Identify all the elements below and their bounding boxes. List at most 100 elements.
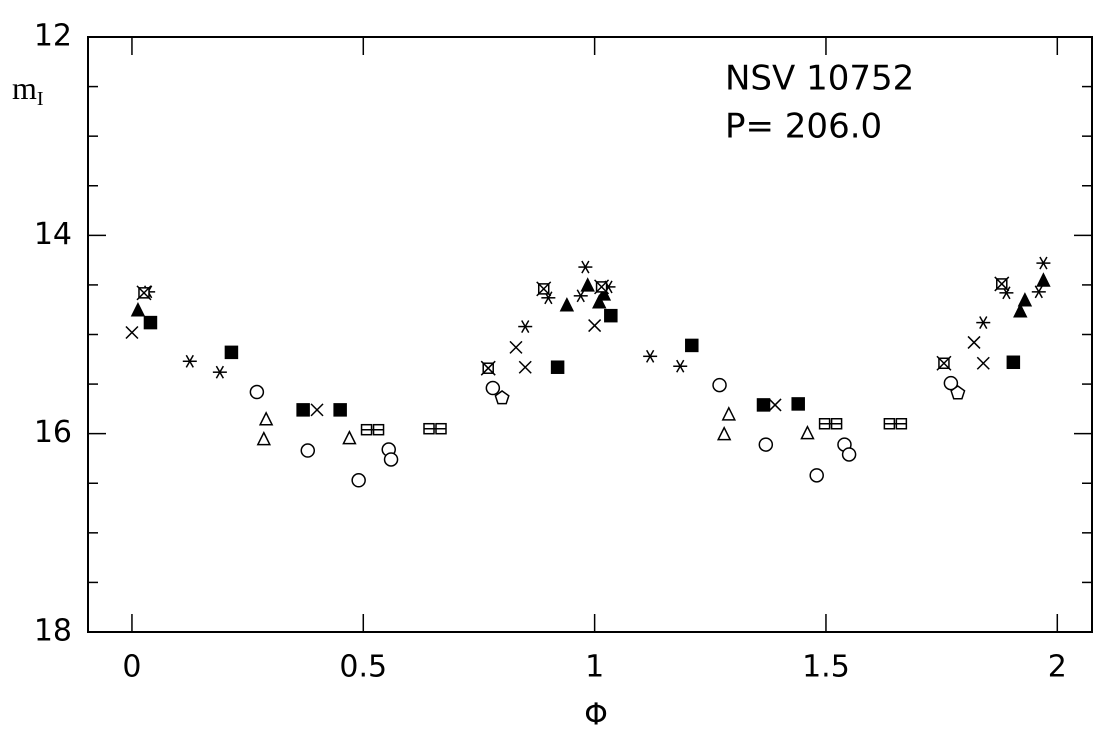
point — [936, 355, 952, 371]
marker-part — [943, 375, 959, 391]
y-tick-label: 12 — [34, 19, 72, 54]
point — [756, 398, 771, 412]
point — [1031, 285, 1046, 299]
point — [818, 418, 843, 430]
marker-part — [480, 360, 496, 376]
marker-part — [758, 437, 774, 452]
point — [943, 375, 959, 391]
marker-part — [258, 411, 274, 426]
point — [685, 338, 699, 353]
point — [994, 276, 1010, 292]
point — [1017, 292, 1033, 307]
marker-part — [544, 291, 553, 305]
point — [594, 279, 610, 295]
point — [588, 319, 602, 333]
marker-part — [712, 377, 727, 393]
marker-part — [550, 360, 565, 374]
y-axis-label: mI — [12, 70, 44, 109]
marker-part — [143, 315, 158, 330]
point — [1013, 303, 1028, 318]
point — [841, 447, 857, 462]
point — [604, 308, 618, 323]
marker-part — [1013, 303, 1028, 318]
marker-part — [936, 355, 952, 371]
x-tick-label: 1.5 — [802, 650, 850, 685]
point — [550, 360, 565, 374]
point — [976, 356, 990, 370]
marker-part — [1039, 256, 1048, 270]
marker-part — [351, 473, 366, 488]
point — [1036, 272, 1051, 287]
marker-part — [604, 308, 618, 323]
point — [1036, 256, 1051, 270]
point — [592, 294, 607, 309]
point — [480, 360, 496, 376]
x-tick-label: 1 — [585, 650, 604, 685]
marker-part — [215, 365, 225, 379]
point — [950, 385, 966, 400]
point — [518, 360, 532, 374]
point — [967, 335, 981, 349]
marker-part — [588, 319, 602, 333]
marker-part — [967, 335, 981, 349]
y-tick-label: 18 — [34, 614, 72, 649]
marker-part — [1034, 285, 1043, 299]
point — [536, 281, 552, 297]
point — [300, 443, 316, 458]
marker-part — [125, 325, 139, 340]
marker-part — [685, 338, 699, 353]
marker-part — [594, 279, 610, 295]
point — [360, 423, 385, 436]
marker-part — [841, 447, 857, 462]
point — [716, 425, 732, 441]
marker-part — [768, 398, 782, 412]
marker-part — [592, 294, 607, 309]
marker-part — [756, 398, 771, 412]
point — [256, 430, 272, 446]
point — [296, 403, 310, 417]
marker-part — [676, 359, 685, 373]
marker-part — [256, 430, 272, 446]
marker-part — [1017, 292, 1033, 307]
point — [580, 277, 595, 292]
marker-part — [521, 320, 530, 334]
marker-part — [576, 289, 585, 303]
marker-part — [1006, 355, 1021, 370]
marker-part — [485, 380, 501, 396]
point — [976, 316, 991, 330]
marker-part — [976, 356, 990, 370]
point — [578, 260, 593, 274]
point — [342, 429, 357, 445]
y-tick-label: 16 — [34, 415, 72, 450]
marker-part — [791, 397, 805, 411]
plot-frame — [87, 36, 1093, 633]
point — [383, 452, 399, 467]
marker-part — [809, 468, 824, 483]
point — [518, 320, 533, 334]
point — [310, 403, 324, 417]
marker-part — [721, 406, 737, 421]
point — [212, 365, 227, 379]
marker-part — [249, 384, 265, 400]
point — [673, 359, 688, 373]
marker-part — [994, 276, 1010, 292]
marker-part — [581, 260, 590, 274]
marker-part — [383, 452, 399, 467]
marker-part — [580, 277, 595, 292]
marker-part — [333, 403, 347, 417]
point — [509, 340, 523, 354]
point — [573, 289, 588, 303]
marker-part — [559, 297, 575, 312]
point — [643, 349, 658, 363]
marker-part — [716, 425, 732, 441]
marker-part — [224, 345, 239, 360]
point — [883, 418, 908, 430]
point — [351, 473, 366, 488]
marker-part — [296, 403, 310, 417]
marker-part — [979, 316, 988, 330]
point — [249, 384, 265, 400]
marker-part — [645, 349, 655, 363]
point — [721, 406, 737, 421]
y-tick-label: 14 — [34, 217, 72, 252]
